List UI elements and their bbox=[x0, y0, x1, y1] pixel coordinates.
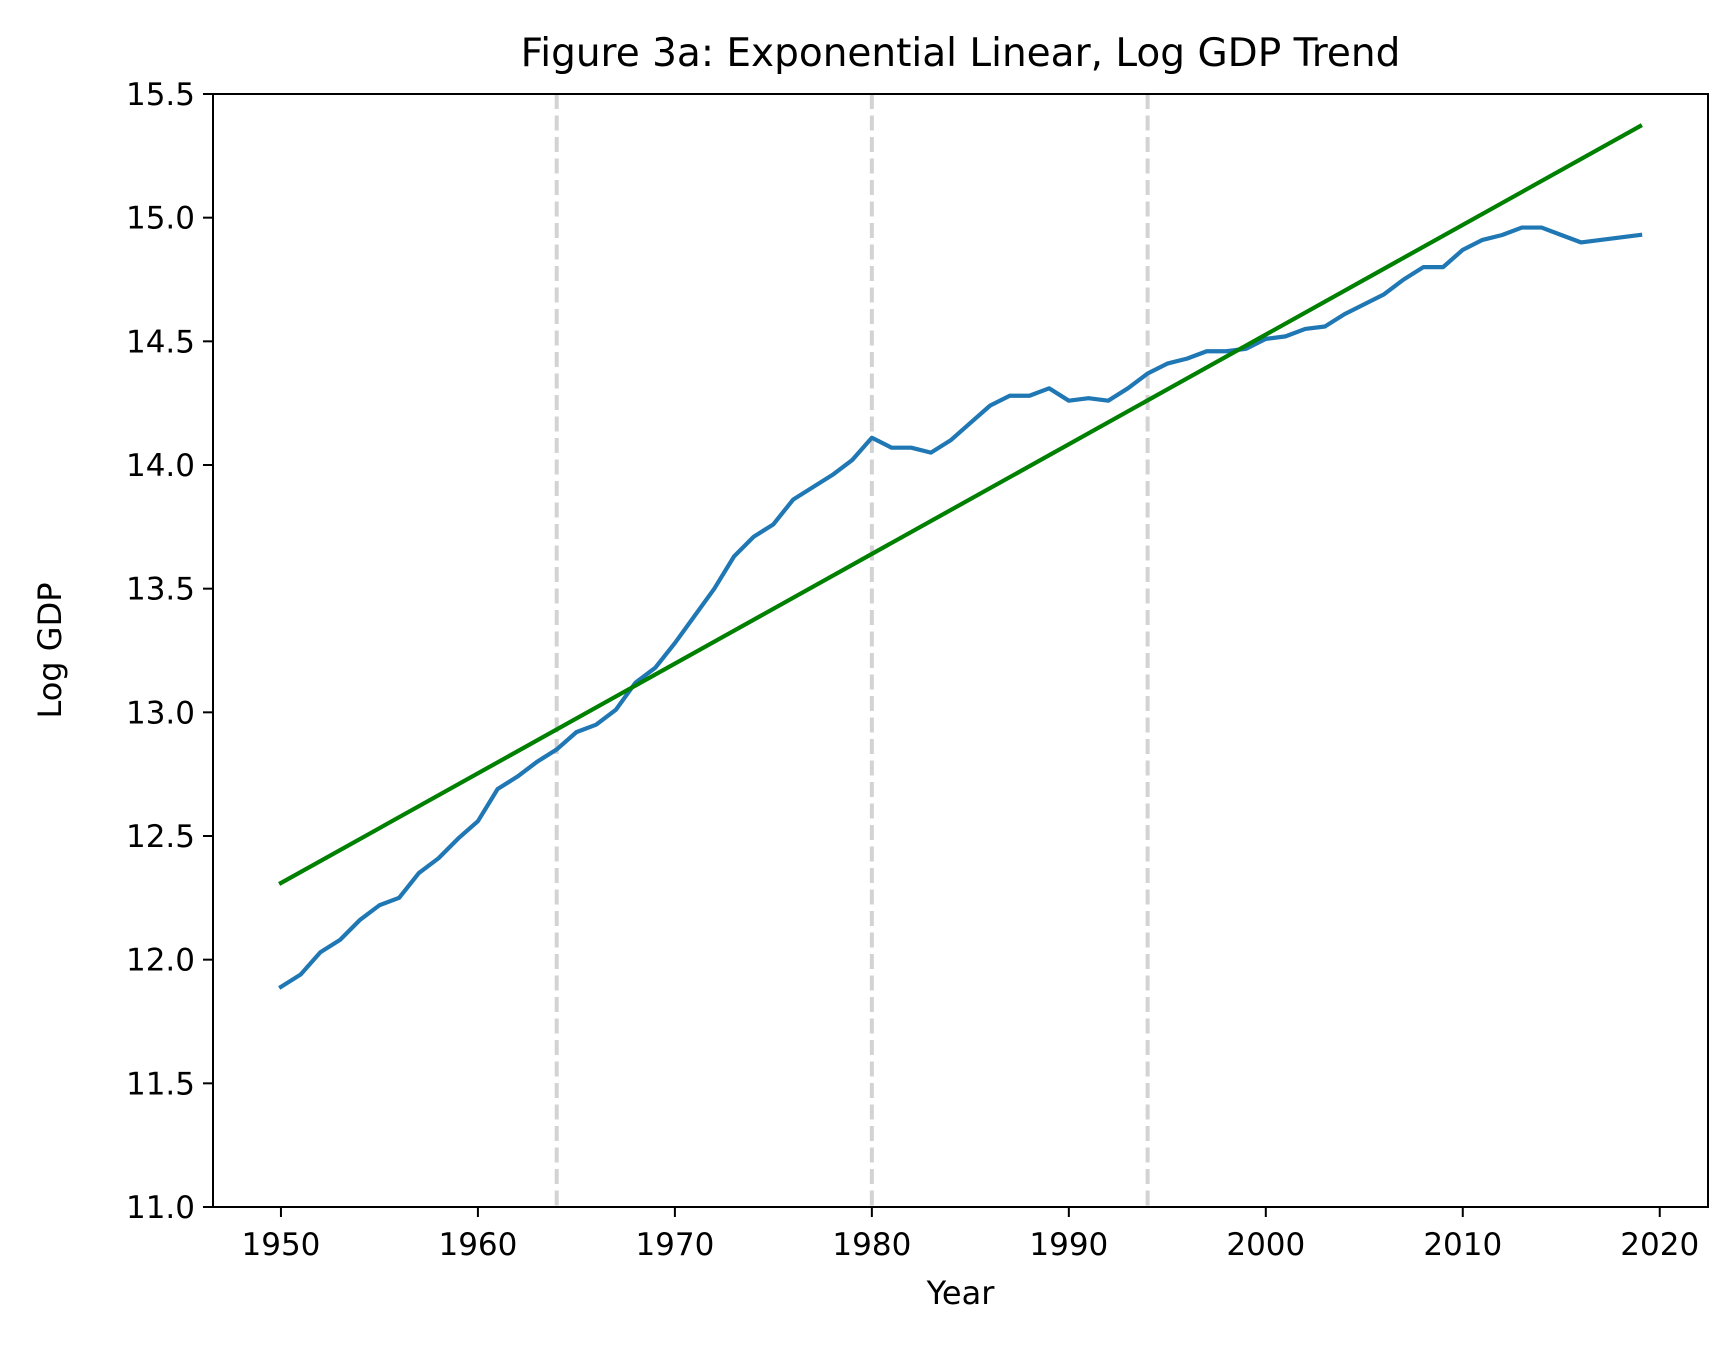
y-tick-label-7: 14.5 bbox=[126, 324, 195, 360]
y-tick-label-3: 12.5 bbox=[126, 819, 195, 855]
x-tick-label-1950: 1950 bbox=[242, 1227, 321, 1263]
x-tick-label-1960: 1960 bbox=[438, 1227, 517, 1263]
y-axis-ticks: 11.0 11.5 12.0 12.5 13.0 13.5 14.0 14.5 15.0 15.5 bbox=[126, 77, 213, 1226]
y-tick-label-5: 13.5 bbox=[126, 572, 195, 608]
plot-area-frame bbox=[212, 93, 1709, 1208]
y-axis-label: Log GDP bbox=[31, 582, 69, 718]
y-tick-label-0: 11.0 bbox=[126, 1190, 195, 1226]
x-axis-ticks: 1950 1960 1970 1980 1990 2000 2010 2020 bbox=[242, 1207, 1699, 1263]
x-tick-label-1990: 1990 bbox=[1029, 1227, 1108, 1263]
x-tick-label-2010: 2010 bbox=[1423, 1227, 1502, 1263]
x-tick-label-2000: 2000 bbox=[1226, 1227, 1305, 1263]
x-tick-label-2020: 2020 bbox=[1620, 1227, 1699, 1263]
vertical-reference-lines bbox=[554, 94, 1150, 1207]
chart-title: Figure 3a: Exponential Linear, Log GDP T… bbox=[521, 31, 1401, 76]
x-tick-label-1980: 1980 bbox=[832, 1227, 911, 1263]
y-tick-label-4: 13.0 bbox=[126, 695, 195, 731]
y-tick-label-1: 11.5 bbox=[126, 1066, 195, 1102]
series-line-1 bbox=[278, 225, 1643, 990]
series-layer bbox=[278, 123, 1643, 990]
y-tick-label-9: 15.5 bbox=[126, 77, 195, 113]
series-line-2 bbox=[278, 123, 1643, 886]
y-tick-label-8: 15.0 bbox=[126, 201, 195, 237]
y-tick-label-6: 14.0 bbox=[126, 448, 195, 484]
x-axis-label: Year bbox=[926, 1274, 996, 1312]
x-tick-label-1970: 1970 bbox=[635, 1227, 714, 1263]
y-tick-label-2: 12.0 bbox=[126, 943, 195, 979]
